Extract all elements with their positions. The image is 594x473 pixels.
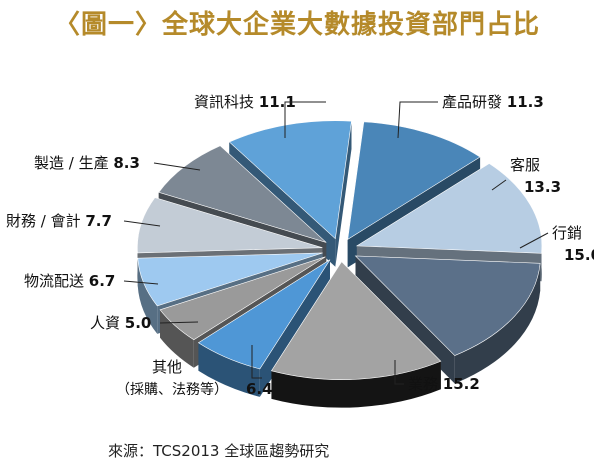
slice-label: 財務 / 會計 7.7 (6, 212, 161, 230)
slice-sublabel: （採購、法務等） (116, 381, 228, 398)
slice-label: 資訊科技 11.1 (194, 93, 326, 138)
slice-label-text: 行銷 (552, 224, 582, 242)
slice-label: 產品研發 11.3 (397, 93, 544, 139)
leader-line (251, 345, 262, 379)
slice-value: 11.1 (259, 93, 296, 111)
slice-label: 人資 5.0 (90, 314, 199, 332)
leader-line (159, 321, 199, 324)
slice-value: 15.0 (564, 246, 594, 264)
slice-label-text: 客服 (510, 156, 540, 174)
slice-label: 行銷 15.0 (519, 224, 594, 264)
leader-line (491, 179, 507, 191)
slice-value: 15.2 (443, 375, 480, 393)
slice-label-text: 財務 / 會計 7.7 (6, 212, 112, 230)
slice-label-text: 業務 15.2 (408, 375, 480, 393)
slice-label-text: 資訊科技 11.1 (194, 93, 296, 111)
chart-title: 〈圖一〉全球大企業大數據投資部門占比 (53, 10, 540, 40)
leader-line (123, 220, 161, 227)
slice-label-text: 物流配送 6.7 (24, 272, 115, 290)
pie-slice (270, 261, 442, 408)
leader-line (394, 360, 404, 385)
slice-value: 5.0 (125, 314, 152, 332)
slice-label: 客服 13.3 (491, 156, 561, 196)
leader-line (123, 280, 159, 285)
slice-label: 其他 （採購、法務等） 6.4 (116, 345, 273, 398)
slice-label-text: 製造 / 生產 8.3 (34, 154, 140, 172)
slice-label-text: 人資 5.0 (90, 314, 151, 332)
source-note: 來源：TCS2013 全球區趨勢研究 (108, 442, 330, 460)
slice-value: 8.3 (113, 154, 140, 172)
leader-line (519, 232, 549, 249)
slice-label: 物流配送 6.7 (24, 272, 159, 290)
leader-line (284, 101, 326, 138)
pie-slices (137, 120, 543, 408)
leader-line (153, 162, 201, 171)
slice-label: 製造 / 生產 8.3 (34, 154, 201, 172)
slice-label-text: 其他 (152, 358, 182, 376)
slice-value: 7.7 (85, 212, 112, 230)
slice-value: 11.3 (507, 93, 544, 111)
slice-label: 業務 15.2 (394, 360, 480, 393)
slice-value: 6.4 (246, 380, 273, 398)
slice-value: 13.3 (524, 178, 561, 196)
pie-labels: 產品研發 11.3 客服 13.3 行銷 15.0 業務 15.2 其他 （採購、法務等） 6.… (6, 93, 594, 398)
slice-label-text: 產品研發 11.3 (442, 93, 544, 111)
leader-line (397, 101, 438, 139)
slice-value: 6.7 (89, 272, 116, 290)
